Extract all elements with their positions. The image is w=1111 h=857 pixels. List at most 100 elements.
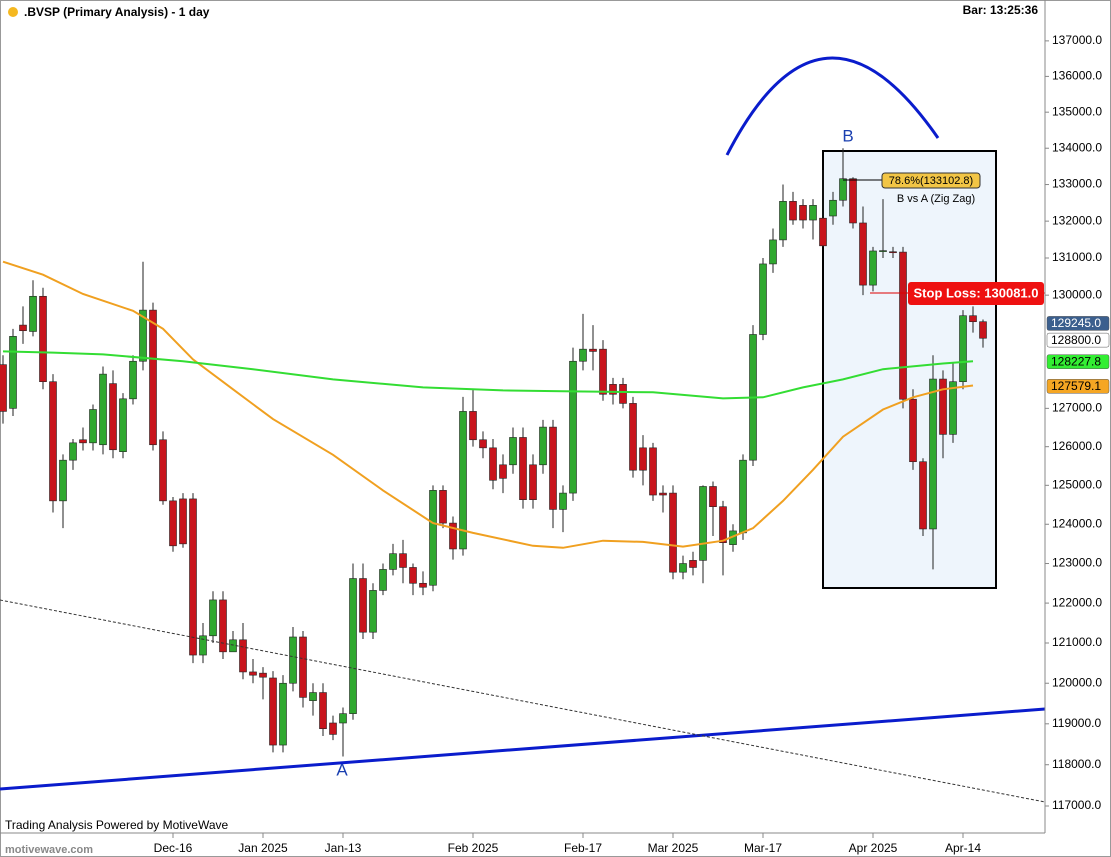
- candle-down: [689, 560, 697, 568]
- x-tick-label: Apr 2025: [849, 841, 898, 855]
- y-tick-label: 136000.0: [1052, 69, 1102, 83]
- candle-up: [29, 295, 37, 332]
- candle-down: [479, 439, 487, 449]
- candle-down: [409, 567, 417, 584]
- fib-label: 78.6%(133102.8): [889, 175, 973, 187]
- candle-up: [119, 398, 127, 452]
- y-tick-label: 134000.0: [1052, 140, 1102, 154]
- moving-average: [2, 350, 974, 400]
- candle-up: [289, 636, 297, 684]
- trend-line: [0, 707, 1046, 791]
- price-badge: [1046, 379, 1110, 394]
- candle-down: [159, 439, 167, 502]
- price-badge: [1046, 332, 1110, 348]
- candle-down: [419, 582, 427, 588]
- candle-up: [809, 205, 817, 221]
- candle-down: [359, 578, 367, 633]
- y-tick-label: 117000.0: [1052, 798, 1101, 812]
- candle-up: [459, 411, 467, 550]
- candle-up: [279, 682, 287, 746]
- candle-up: [129, 360, 137, 400]
- candle-up: [699, 486, 707, 561]
- candle-down: [449, 522, 457, 550]
- candle-up: [559, 492, 567, 510]
- candle-up: [769, 239, 777, 265]
- candle-down: [619, 384, 627, 404]
- candle-up: [829, 199, 837, 217]
- candle-up: [379, 569, 387, 591]
- y-tick-label: 124000.0: [1052, 516, 1102, 530]
- footer: Trading Analysis Powered by MotiveWave: [5, 818, 229, 832]
- candle-down: [469, 411, 477, 441]
- x-tick-label: Jan 2025: [238, 841, 288, 855]
- wave-label: B vs A (Zig Zag): [897, 193, 975, 205]
- y-tick-label: 133000.0: [1052, 177, 1102, 191]
- candle-up: [959, 315, 967, 383]
- y-tick-label: 123000.0: [1052, 556, 1102, 570]
- candle-down: [589, 348, 597, 352]
- candle-down: [629, 403, 637, 471]
- candle-down: [819, 217, 827, 247]
- candle-up: [739, 459, 747, 534]
- y-tick-label: 118000.0: [1052, 757, 1101, 771]
- candle-up: [579, 348, 587, 362]
- price-badge-label: 128800.0: [1051, 333, 1101, 347]
- candle-down: [719, 506, 727, 543]
- candle-down: [169, 500, 177, 547]
- price-badge-label: 129245.0: [1051, 316, 1101, 330]
- fib-box: [881, 172, 981, 189]
- price-badge: [1046, 316, 1110, 331]
- candle-up: [509, 437, 517, 466]
- candle-down: [939, 378, 947, 435]
- candle-up: [879, 250, 887, 252]
- candle-down: [649, 447, 657, 496]
- candle-down: [859, 222, 867, 286]
- candle-up: [929, 378, 937, 530]
- candle-down: [499, 464, 507, 479]
- candle-down: [659, 492, 667, 496]
- y-tick-label: 130000.0: [1052, 287, 1102, 301]
- candle-down: [329, 722, 337, 735]
- candle-up: [9, 336, 17, 409]
- candle-down: [789, 201, 797, 221]
- candle-down: [399, 553, 407, 568]
- candle-up: [679, 563, 687, 573]
- candle-down: [189, 498, 197, 656]
- price-badge: [1046, 354, 1110, 369]
- candle-down: [109, 383, 117, 451]
- candle-up: [759, 263, 767, 335]
- candle-down: [969, 315, 977, 323]
- y-tick-label: 119000.0: [1052, 716, 1101, 730]
- candle-down: [219, 599, 227, 653]
- chart-title: .BVSP (Primary Analysis) - 1 day: [24, 5, 210, 19]
- candle-up: [89, 409, 97, 444]
- candle-up: [569, 360, 577, 494]
- wave-b: B: [842, 126, 853, 145]
- candle-down: [39, 295, 47, 383]
- candle-up: [229, 639, 237, 653]
- candle-up: [839, 178, 847, 201]
- candle-up: [69, 442, 77, 461]
- candle-down: [899, 251, 907, 400]
- candle-down: [889, 251, 897, 254]
- candle-down: [979, 321, 987, 339]
- x-tick-label: Feb 2025: [448, 841, 499, 855]
- candle-down: [919, 461, 927, 530]
- candle-up: [779, 201, 787, 241]
- candle-up: [349, 578, 357, 714]
- y-tick-label: 126000.0: [1052, 439, 1102, 453]
- x-tick-label: Jan-13: [325, 841, 362, 855]
- y-tick-label: 137000.0: [1052, 33, 1102, 47]
- y-tick-label: 125000.0: [1052, 477, 1102, 491]
- candle-down: [519, 437, 527, 500]
- candle-up: [429, 490, 437, 586]
- price-badge-label: 127579.1: [1051, 379, 1101, 393]
- price-badge-label: 128227.8: [1051, 354, 1101, 368]
- candle-down: [179, 498, 187, 545]
- x-tick-label: Mar 2025: [648, 841, 699, 855]
- candle-down: [49, 381, 57, 502]
- candle-down: [849, 178, 857, 224]
- candle-down: [19, 324, 27, 332]
- candle-down: [639, 447, 647, 471]
- candle-down: [149, 309, 157, 446]
